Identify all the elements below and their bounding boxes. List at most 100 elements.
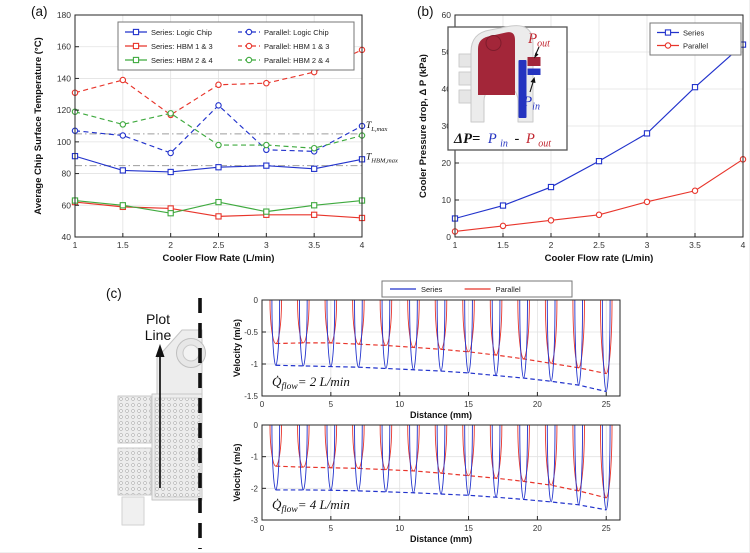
svg-text:30: 30 (442, 121, 452, 131)
svg-text:0: 0 (254, 296, 259, 305)
legend-label-parallel: Parallel (683, 41, 708, 50)
svg-text:2: 2 (549, 240, 554, 250)
svg-text:3.5: 3.5 (689, 240, 701, 250)
svg-text:0: 0 (260, 524, 265, 533)
svg-text:25: 25 (602, 524, 611, 533)
plot-line-arrow (155, 344, 165, 488)
svg-text:-2: -2 (251, 484, 259, 493)
x-axis-label: Cooler Flow rate (L/min) (545, 253, 654, 264)
pin-array-left-bottom (117, 447, 152, 496)
flow-rate-annotation: Q̇flow= 4 L/min (272, 497, 350, 515)
panel-label-a: (a) (31, 4, 48, 19)
panel-c-velocity-chart-2lpm: 0 5 10 15 20 25 0 -0.5 -1 -1.5 Distance (mm) Veloci… (232, 280, 621, 420)
envelope-series (275, 489, 607, 511)
y-axis-label: Velocity (m/s) (232, 443, 242, 501)
svg-text:1.5: 1.5 (497, 240, 509, 250)
envelope-parallel (275, 342, 607, 375)
svg-text:2: 2 (168, 240, 173, 250)
x-axis-label: Cooler Flow Rate (L/min) (163, 253, 275, 264)
svg-text:20: 20 (442, 158, 452, 168)
port-boss-inner (182, 344, 200, 362)
panel-label-c: (c) (106, 286, 122, 301)
outlet-port (527, 57, 541, 66)
y-axis-label: Velocity (m/s) (232, 319, 242, 377)
legend-label-parallel-logic-chip: Parallel: Logic Chip (264, 28, 329, 37)
svg-text:10: 10 (442, 195, 452, 205)
ref-label-hbm-max: THBM,max (366, 153, 398, 165)
svg-text:3.5: 3.5 (308, 240, 320, 250)
p-in-label: Pin (522, 94, 540, 113)
svg-text:180: 180 (57, 10, 71, 20)
svg-text:1: 1 (453, 240, 458, 250)
svg-text:120: 120 (57, 105, 71, 115)
x-axis-label: Distance (mm) (410, 534, 472, 544)
legend-label-series-hbm-1-3: Series: HBM 1 & 3 (151, 42, 213, 51)
legend-label-parallel-hbm-1-3: Parallel: HBM 1 & 3 (264, 42, 329, 51)
panel-label-b: (b) (417, 4, 434, 19)
svg-text:10: 10 (395, 400, 404, 409)
legend-label-series: Series (421, 285, 443, 294)
envelope-parallel (275, 465, 607, 499)
svg-text:4: 4 (360, 240, 365, 250)
legend-label-series-logic-chip: Series: Logic Chip (151, 28, 212, 37)
delta-p-formula: ΔP= P in - P out (453, 131, 551, 151)
svg-text:3: 3 (645, 240, 650, 250)
svg-text:-0.5: -0.5 (244, 328, 258, 337)
svg-text:15: 15 (464, 400, 473, 409)
legend-box (117, 21, 355, 71)
flow-rate-annotation: Q̇flow= 2 L/min (272, 374, 350, 392)
svg-text:1: 1 (73, 240, 78, 250)
legend-box (649, 22, 742, 56)
legend-label-parallel: Parallel (496, 285, 521, 294)
cooler-schematic: Plot Line (117, 298, 206, 549)
panel-a-temperature-chart: TL,max THBM,max 1 1.5 2 2.5 3 3.5 4 40 60 80 100 120 1… (33, 10, 398, 264)
svg-text:80: 80 (62, 169, 72, 179)
plot-line-label-1: Plot (146, 311, 170, 327)
svg-text:20: 20 (533, 400, 542, 409)
svg-text:5: 5 (329, 400, 334, 409)
svg-text:5: 5 (329, 524, 334, 533)
legend-label-parallel-hbm-2-4: Parallel: HBM 2 & 4 (264, 56, 329, 65)
svg-text:0: 0 (260, 400, 265, 409)
svg-text:10: 10 (395, 524, 404, 533)
panel-c-velocity-chart-4lpm: 0 5 10 15 20 25 0 -1 -2 -3 Distance (mm) Velocity (… (232, 421, 621, 544)
svg-text:40: 40 (62, 232, 72, 242)
envelope-series (275, 364, 607, 393)
inlet-port (527, 68, 541, 75)
plot-line-label-2: Line (145, 327, 172, 343)
svg-text:-3: -3 (251, 516, 259, 525)
y-axis-label: Cooler Pressure drop, Δ P (kPa) (418, 54, 429, 198)
pin-array-left-top (117, 395, 152, 444)
cooler-half-drawing (117, 329, 206, 526)
x-axis-label: Distance (mm) (410, 410, 472, 420)
pin-array-center (154, 397, 201, 498)
svg-text:20: 20 (533, 524, 542, 533)
svg-text:0: 0 (254, 421, 259, 430)
svg-text:0: 0 (446, 232, 451, 242)
inlet-channel-blue (518, 60, 527, 118)
svg-text:160: 160 (57, 42, 71, 52)
svg-text:4: 4 (741, 240, 746, 250)
svg-text:140: 140 (57, 73, 71, 83)
svg-text:60: 60 (62, 200, 72, 210)
svg-text:100: 100 (57, 137, 71, 147)
svg-text:-1.5: -1.5 (244, 392, 258, 401)
legend-label-series-hbm-2-4: Series: HBM 2 & 4 (151, 56, 213, 65)
svg-text:15: 15 (464, 524, 473, 533)
svg-text:2.5: 2.5 (593, 240, 605, 250)
svg-text:-1: -1 (251, 360, 259, 369)
y-axis-label: Average Chip Surface Temperature (°C) (33, 37, 44, 215)
svg-text:3: 3 (264, 240, 269, 250)
svg-text:2.5: 2.5 (213, 240, 225, 250)
svg-text:60: 60 (442, 10, 452, 20)
p-out-label: Pout (527, 31, 550, 50)
svg-text:25: 25 (602, 400, 611, 409)
outlet-dome (485, 35, 502, 51)
svg-text:40: 40 (442, 84, 452, 94)
legend-label-series: Series (683, 28, 705, 37)
svg-text:50: 50 (442, 47, 452, 57)
svg-text:1.5: 1.5 (117, 240, 129, 250)
ref-label-l-max: TL,max (366, 121, 387, 133)
